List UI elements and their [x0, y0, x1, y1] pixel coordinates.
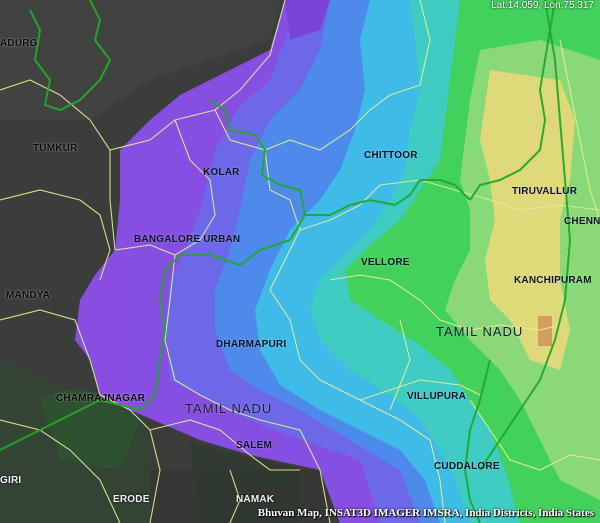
label-adurga: ADURG	[0, 38, 38, 49]
label-state-tamil-nadu-west: TAMIL NADU	[185, 401, 273, 416]
label-chamrajnagar: CHAMRAJNAGAR	[56, 393, 146, 404]
label-erode: ERODE	[113, 494, 150, 505]
label-salem: SALEM	[236, 440, 272, 451]
coordinate-readout: Lat:14.059, Lon:75.317	[491, 0, 594, 11]
label-namakkal: NAMAK	[236, 494, 275, 505]
label-tumkur: TUMKUR	[33, 143, 78, 154]
label-chennai: CHENN	[564, 216, 600, 227]
label-nilgiri: GIRI	[0, 475, 22, 486]
label-bangalore-urban: BANGALORE URBAN	[134, 234, 241, 245]
label-vellore: VELLORE	[361, 257, 410, 268]
label-state-tamil-nadu-east: TAMIL NADU	[436, 324, 524, 339]
label-kolar: KOLAR	[203, 167, 240, 178]
rainfall-overlay	[75, 0, 600, 523]
label-dharmapuri: DHARMAPURI	[216, 339, 287, 350]
label-tiruvallur: TIRUVALLUR	[512, 186, 578, 197]
label-villupuram: VILLUPURA	[407, 391, 467, 402]
state-boundaries	[0, 0, 572, 523]
label-kanchipuram: KANCHIPURAM	[514, 275, 592, 286]
label-cuddalore: CUDDALORE	[434, 461, 500, 472]
label-chittoor: CHITTOOR	[364, 150, 418, 161]
map-credit-attribution: Bhuvan Map, INSAT3D IMAGER IMSRA, India …	[257, 507, 594, 519]
label-mandya: MANDYA	[6, 290, 51, 301]
